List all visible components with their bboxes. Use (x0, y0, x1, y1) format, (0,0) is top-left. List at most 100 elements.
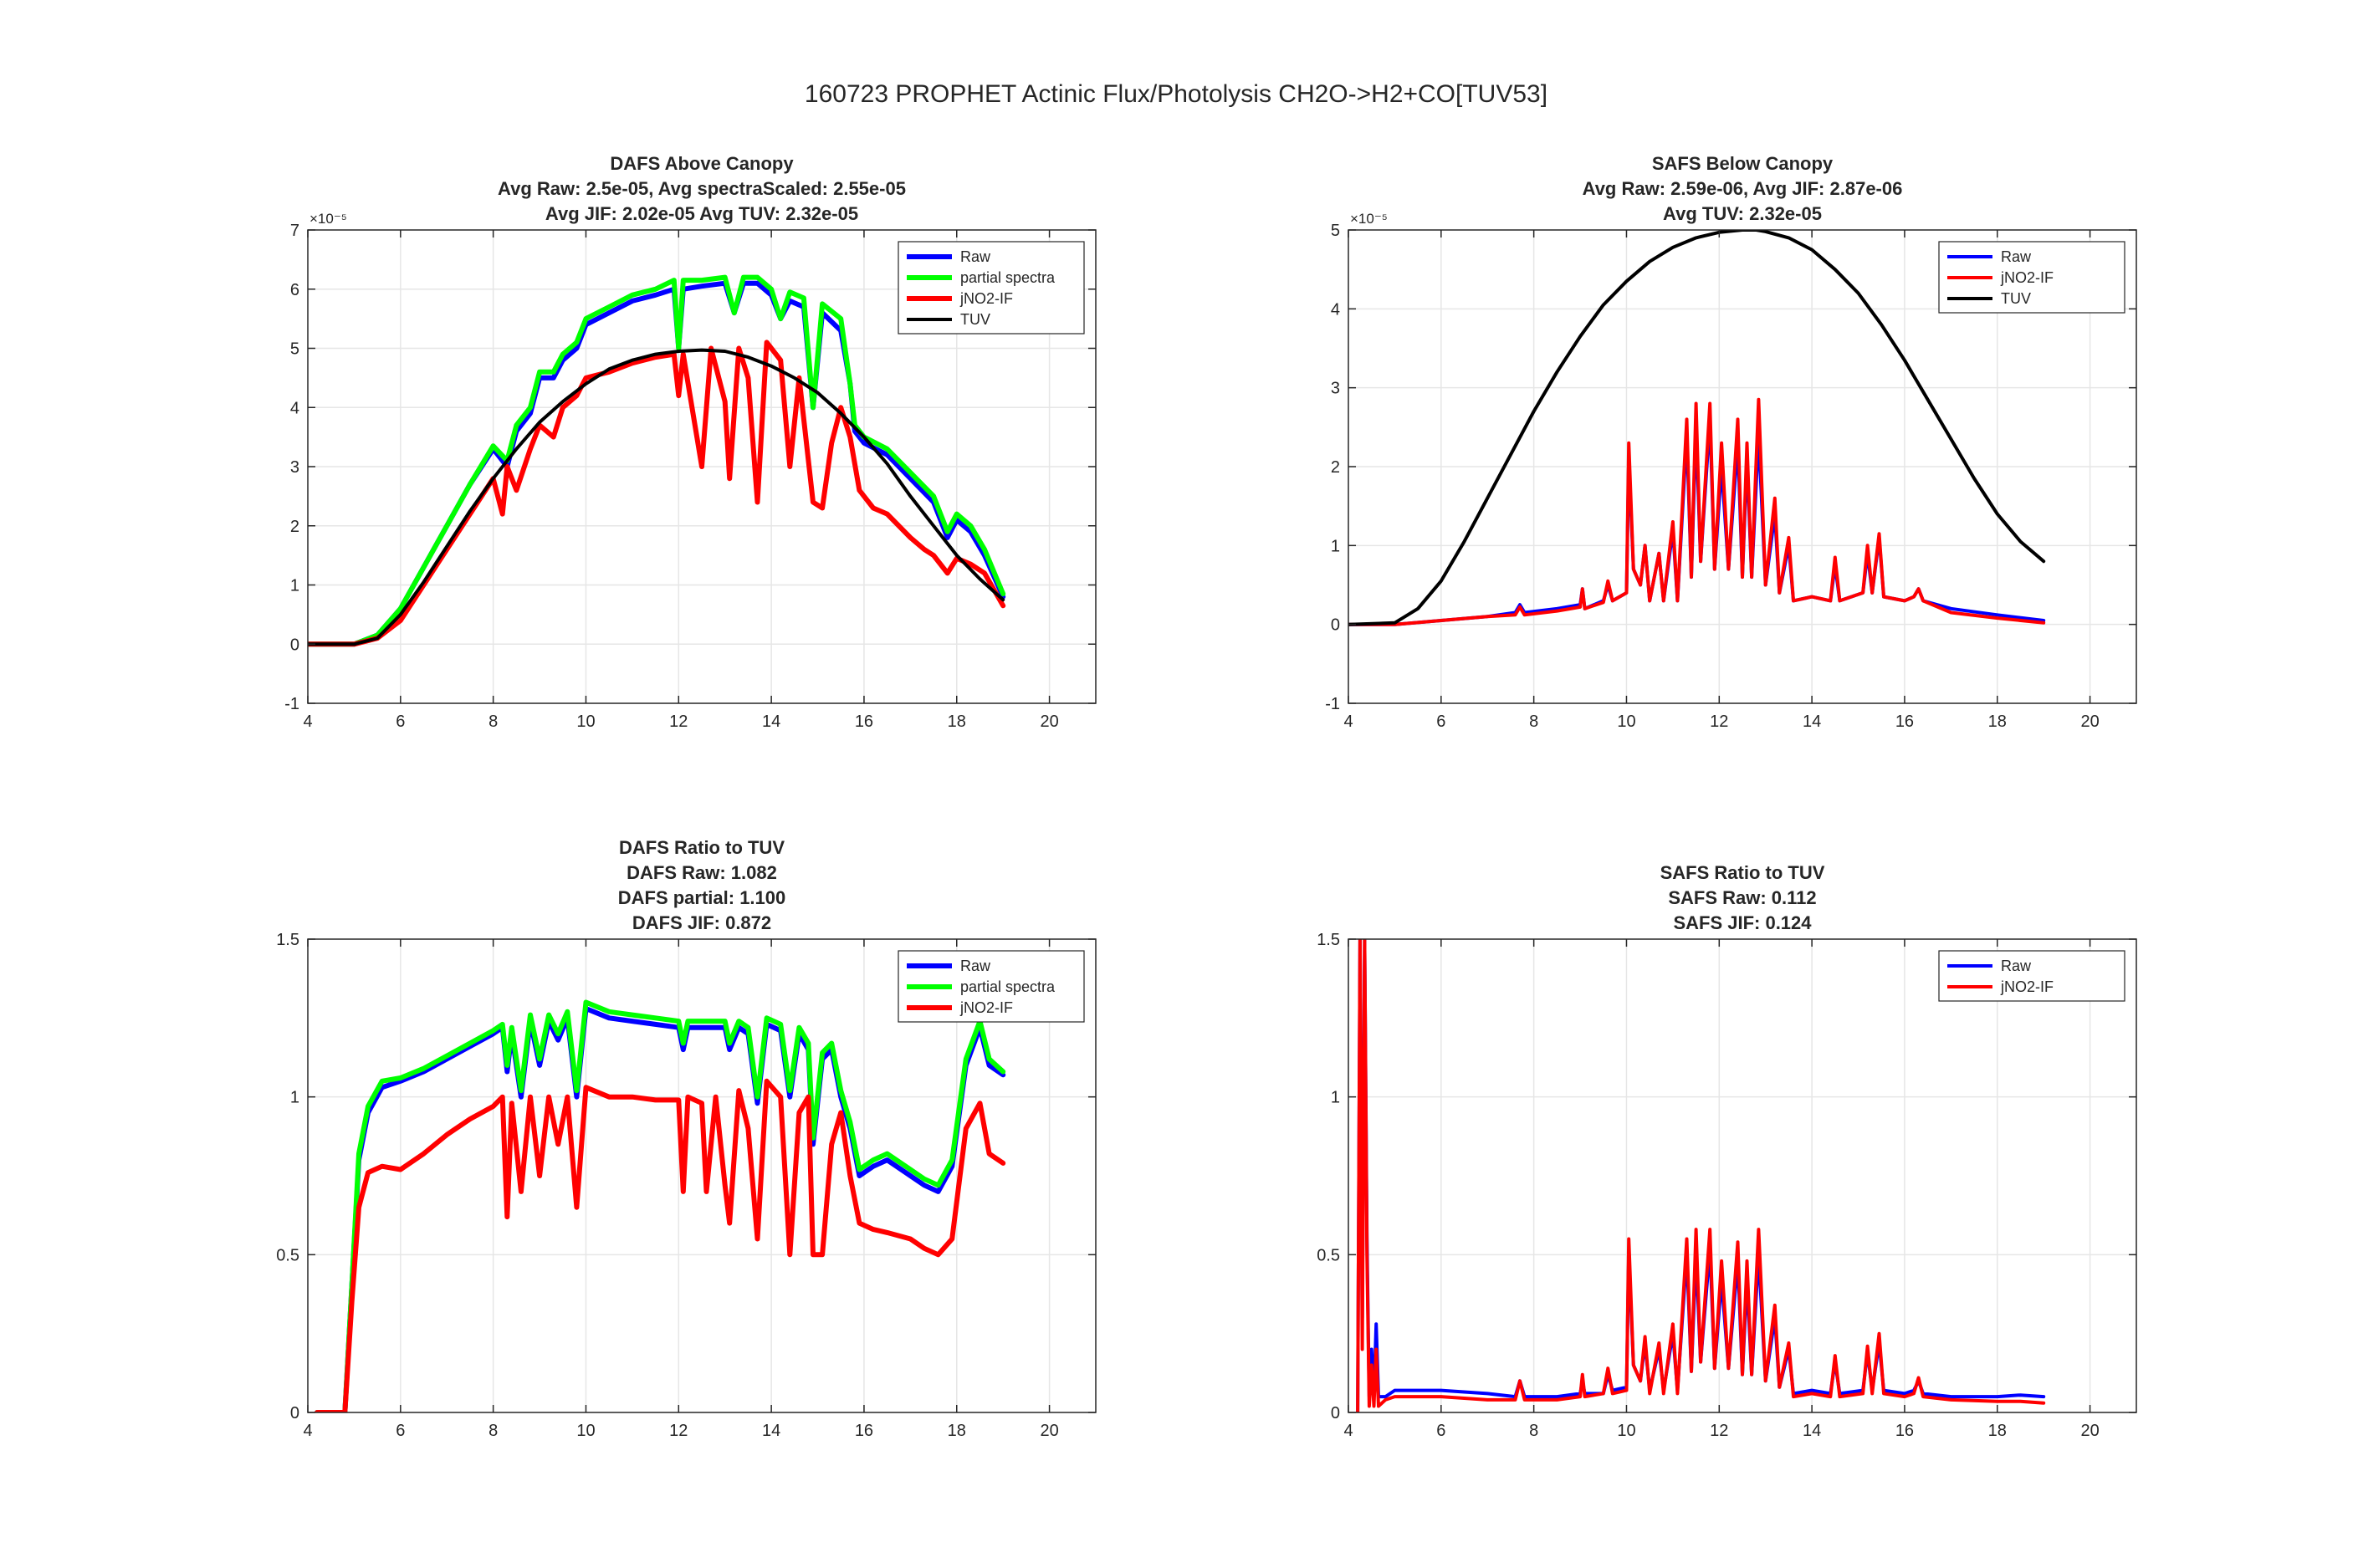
legend: Raw partial spectra jNO2-IF (898, 950, 1085, 1023)
legend-label: TUV (2001, 290, 2031, 307)
series-line-tuv (308, 348, 1005, 646)
y-tick-label: 0 (290, 636, 299, 654)
legend-label: Raw (2001, 248, 2032, 265)
y-tick-label: 1.5 (276, 931, 299, 949)
legend-box (1938, 950, 2125, 1002)
panel-title-subline: DAFS JIF: 0.872 (632, 912, 771, 933)
x-tick-label: 20 (2080, 1422, 2099, 1440)
x-tick-label: 4 (1343, 1422, 1353, 1440)
y-tick-label: 5 (1331, 222, 1340, 240)
legend-label: TUV (960, 311, 990, 328)
x-tick-label: 10 (1617, 1422, 1635, 1440)
y-tick-label: 0.5 (1317, 1246, 1340, 1264)
y-exponent-label: ×10⁻⁵ (309, 211, 347, 227)
panel-title: SAFS Ratio to TUV (1660, 862, 1825, 883)
legend-label: Raw (960, 248, 991, 265)
series-line-raw (308, 280, 1006, 647)
legend-label: Raw (2001, 958, 2032, 974)
panel-title-subline: SAFS JIF: 0.124 (1673, 912, 1812, 933)
series-group (308, 274, 1006, 647)
series-line-jno2-if (315, 1078, 1006, 1412)
y-tick-label: 3 (290, 458, 299, 477)
y-tick-label: 4 (1331, 300, 1340, 319)
x-tick-label: 4 (303, 712, 312, 731)
x-tick-label: 16 (855, 712, 873, 731)
panel-title-subline: Avg Raw: 2.5e-05, Avg spectraScaled: 2.5… (498, 178, 906, 199)
x-tick-label: 10 (1617, 712, 1635, 731)
y-tick-label: 6 (290, 281, 299, 299)
legend-label: jNO2-IF (2000, 269, 2054, 286)
x-tick-label: 18 (1988, 1422, 2007, 1440)
legend: Raw jNO2-IF TUV (1938, 241, 2125, 314)
series-line-partial-spectra (308, 274, 1006, 647)
x-tick-label: 18 (948, 712, 966, 731)
x-tick-label: 4 (1343, 712, 1353, 731)
y-tick-label: 4 (290, 399, 299, 417)
panel-title: DAFS Above Canopy (610, 153, 794, 174)
panel-title-subline: DAFS Raw: 1.082 (627, 862, 777, 883)
x-tick-label: 16 (1895, 1422, 1914, 1440)
x-tick-label: 20 (1040, 712, 1058, 731)
legend-label: partial spectra (960, 978, 1056, 995)
x-tick-label: 20 (2080, 712, 2099, 731)
y-tick-label: 0 (290, 1404, 299, 1422)
panel-title-subline: Avg TUV: 2.32e-05 (1663, 203, 1822, 224)
x-tick-label: 18 (1988, 712, 2007, 731)
y-tick-label: -1 (284, 695, 299, 713)
y-tick-label: 0 (1331, 616, 1340, 635)
chart-panel-3: 4 6 8 10 12 14 16 18 20 0 0.5 1 1.5 DAFS Ratio to TUV… (276, 837, 1097, 1440)
y-tick-label: 5 (290, 340, 299, 359)
x-tick-label: 10 (576, 1422, 595, 1440)
x-tick-label: 8 (1529, 1422, 1538, 1440)
legend-label: jNO2-IF (959, 999, 1013, 1016)
y-tick-label: 1 (1331, 537, 1340, 555)
panel-title-subline: SAFS Raw: 0.112 (1668, 887, 1816, 908)
y-tick-label: 1 (290, 1089, 299, 1107)
x-tick-label: 12 (669, 1422, 688, 1440)
figure-suptitle: 160723 PROPHET Actinic Flux/Photolysis C… (805, 80, 1547, 108)
y-exponent-label: ×10⁻⁵ (1350, 211, 1388, 227)
legend-label: Raw (960, 958, 991, 974)
x-tick-label: 6 (396, 1422, 405, 1440)
x-tick-label: 12 (669, 712, 688, 731)
axes-frame (307, 938, 1097, 1413)
x-tick-label: 6 (1436, 1422, 1445, 1440)
series-group (315, 999, 1006, 1412)
x-tick-label: 12 (1710, 712, 1728, 731)
x-tick-label: 20 (1040, 1422, 1058, 1440)
y-tick-label: 0 (1331, 1404, 1340, 1422)
x-tick-label: 4 (303, 1422, 312, 1440)
axes-frame (1348, 938, 2137, 1413)
series-line-jno2-if (1356, 939, 2046, 1412)
y-tick-label: 0.5 (276, 1246, 299, 1264)
y-tick-label: 7 (290, 222, 299, 240)
legend: Raw partial spectra jNO2-IF TUV (898, 241, 1085, 335)
x-tick-label: 14 (1803, 1422, 1821, 1440)
chart-panel-4: 4 6 8 10 12 14 16 18 20 0 0.5 1 1.5 SAFS Ratio to TUV… (1317, 862, 2137, 1440)
x-tick-label: 8 (489, 1422, 498, 1440)
panel-title: DAFS Ratio to TUV (619, 837, 785, 858)
series-line-partial-spectra (315, 999, 1006, 1412)
legend-label: jNO2-IF (959, 290, 1013, 307)
x-tick-label: 8 (1529, 712, 1538, 731)
x-tick-label: 6 (1436, 712, 1445, 731)
legend-label: jNO2-IF (2000, 978, 2054, 995)
y-tick-label: 3 (1331, 380, 1340, 398)
panel-title: SAFS Below Canopy (1652, 153, 1834, 174)
legend: Raw jNO2-IF (1938, 950, 2125, 1002)
y-tick-label: 1 (290, 577, 299, 595)
legend-label: partial spectra (960, 269, 1056, 286)
x-tick-label: 16 (1895, 712, 1914, 731)
x-tick-label: 14 (762, 712, 780, 731)
panel-title-subline: Avg Raw: 2.59e-06, Avg JIF: 2.87e-06 (1583, 178, 1903, 199)
x-tick-label: 18 (948, 1422, 966, 1440)
series-group (1356, 939, 2046, 1412)
y-tick-label: -1 (1325, 695, 1340, 713)
y-tick-label: 2 (290, 518, 299, 536)
x-tick-label: 10 (576, 712, 595, 731)
panel-title-subline: DAFS partial: 1.100 (618, 887, 786, 908)
panel-title-subline: Avg JIF: 2.02e-05 Avg TUV: 2.32e-05 (545, 203, 858, 224)
x-tick-label: 14 (1803, 712, 1821, 731)
